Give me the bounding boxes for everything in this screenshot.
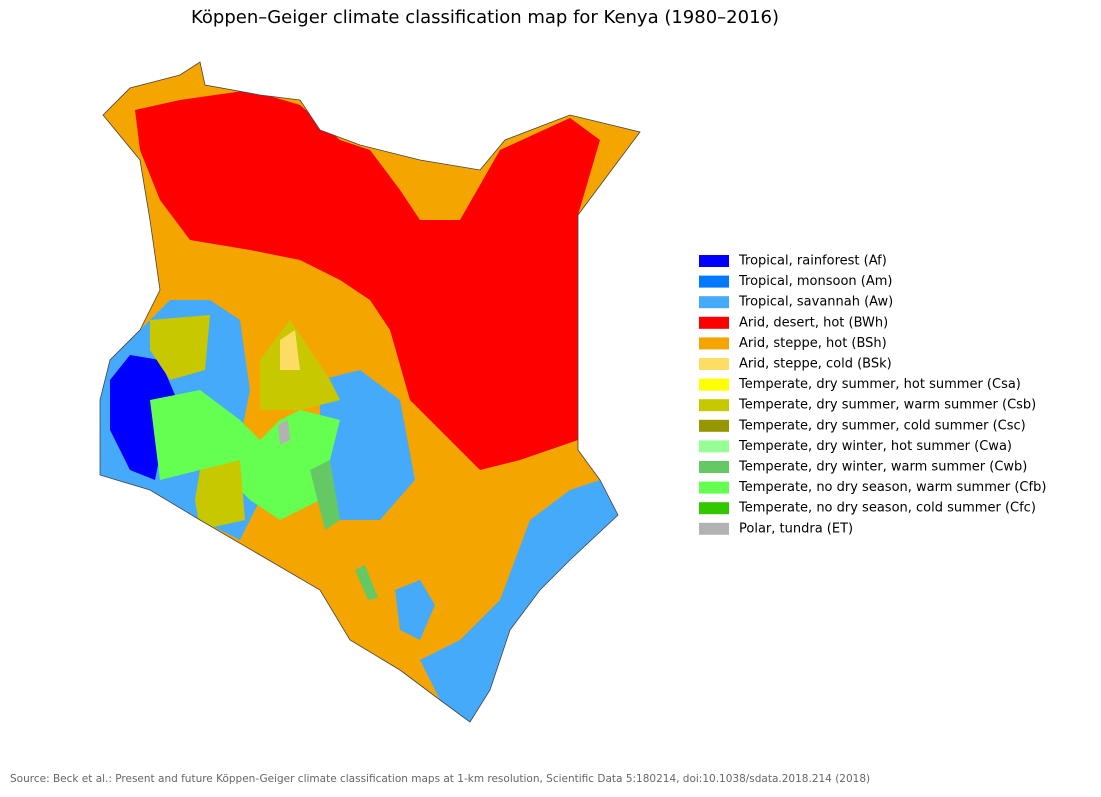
legend-swatch — [699, 419, 729, 432]
zone-bsk — [280, 330, 300, 370]
zone-cwb — [310, 460, 340, 530]
legend-label: Temperate, dry summer, cold summer (Csc) — [738, 418, 1026, 433]
zone-cfb — [150, 390, 340, 520]
legend-swatch — [699, 255, 729, 267]
legend-label: Arid, desert, hot (BWh) — [739, 315, 888, 330]
legend-label: Tropical, rainforest (Af) — [738, 254, 887, 269]
legend-swatch — [699, 522, 729, 535]
zone-aw — [420, 480, 630, 722]
legend-label: Arid, steppe, hot (BSh) — [739, 336, 887, 351]
legend-swatch — [699, 399, 729, 412]
legend-swatch — [699, 337, 729, 350]
legend-label: Temperate, dry winter, hot summer (Cwa) — [738, 439, 1012, 454]
legend-swatch — [699, 275, 729, 288]
zone-aw — [395, 580, 435, 640]
legend-swatch — [699, 316, 729, 329]
legend-label: Tropical, savannah (Aw) — [738, 295, 893, 310]
legend-swatch — [699, 358, 729, 370]
legend-label: Arid, steppe, cold (BSk) — [739, 357, 892, 372]
legend-swatch — [699, 296, 729, 309]
legend-label: Temperate, dry summer, hot summer (Csa) — [738, 377, 1021, 392]
zone-et — [278, 420, 290, 445]
legend-label: Polar, tundra (ET) — [739, 521, 853, 536]
zone-cwb — [355, 565, 378, 600]
zone-csb — [150, 315, 210, 380]
source-note: Source: Beck et al.: Present and future … — [10, 773, 870, 785]
legend-swatch — [699, 378, 729, 391]
legend-label: Temperate, dry winter, warm summer (Cwb) — [738, 460, 1027, 475]
legend: Tropical, rainforest (Af) Tropical, monso… — [699, 254, 1046, 536]
zone-af — [110, 355, 190, 480]
legend-label: Temperate, dry summer, warm summer (Csb) — [738, 398, 1036, 413]
zone-csb — [195, 460, 245, 530]
zone-bwh — [135, 90, 600, 470]
zone-aw — [320, 370, 415, 520]
kenya-outline — [99, 61, 641, 723]
legend-label: Temperate, no dry season, cold summer (C… — [738, 501, 1036, 516]
map-title: Köppen–Geiger climate classification map… — [191, 7, 779, 28]
legend-label: Temperate, no dry season, warm summer (C… — [738, 480, 1046, 495]
legend-swatch — [699, 481, 729, 494]
legend-label: Tropical, monsoon (Am) — [738, 274, 893, 289]
kenya-map — [99, 61, 641, 723]
legend-swatch — [699, 461, 729, 473]
legend-swatch — [699, 502, 729, 515]
legend-swatch — [699, 440, 729, 453]
